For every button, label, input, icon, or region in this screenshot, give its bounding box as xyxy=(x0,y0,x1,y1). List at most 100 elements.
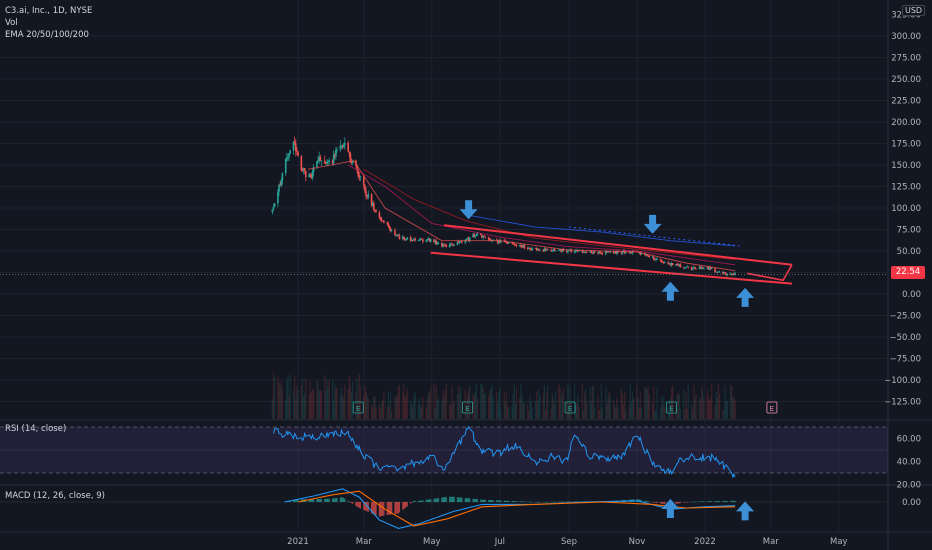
macd-histogram-bar xyxy=(663,502,665,504)
candle xyxy=(288,153,290,157)
volume-bar xyxy=(391,410,393,419)
macd-histogram-bar xyxy=(316,499,318,502)
macd-histogram-bar xyxy=(428,499,431,502)
volume-bar xyxy=(445,383,447,419)
candle xyxy=(561,249,564,252)
macd-histogram-bar xyxy=(473,498,475,502)
macd-histogram-bar xyxy=(364,502,366,511)
macd-histogram-bar xyxy=(482,499,484,502)
candle xyxy=(559,249,561,251)
volume-bar xyxy=(489,390,491,419)
volume-bar xyxy=(328,379,330,419)
volume-bar xyxy=(651,403,654,419)
ema-20-line xyxy=(307,160,736,272)
candle xyxy=(706,267,709,269)
volume-bar xyxy=(706,389,708,419)
candle xyxy=(620,252,623,254)
candle xyxy=(482,235,484,238)
macd-histogram-bar xyxy=(403,502,405,509)
candle xyxy=(426,239,429,241)
volume-bar xyxy=(699,399,702,419)
macd-histogram-bar xyxy=(296,499,298,502)
candle xyxy=(480,233,482,236)
candle xyxy=(693,267,695,269)
currency-badge[interactable]: USD xyxy=(902,5,926,16)
volume-bar xyxy=(717,383,719,419)
volume-bar xyxy=(499,388,501,419)
volume-bar xyxy=(528,410,530,419)
candle xyxy=(273,203,276,207)
candle xyxy=(496,240,499,243)
last-price-tag: 22.54 xyxy=(891,266,925,279)
candle xyxy=(661,261,664,263)
volume-bar xyxy=(325,390,327,419)
candle xyxy=(355,160,357,166)
candle xyxy=(599,251,601,254)
macd-histogram-bar xyxy=(561,501,563,503)
macd-histogram-bar xyxy=(435,498,437,502)
volume-bar xyxy=(468,387,470,419)
macd-histogram-bar xyxy=(656,502,658,503)
candle xyxy=(716,271,719,273)
candle xyxy=(515,244,518,246)
candle xyxy=(546,249,549,251)
candle xyxy=(734,273,736,275)
volume-bar xyxy=(464,388,466,419)
candle xyxy=(593,251,596,253)
candle xyxy=(362,176,365,186)
macd-histogram-bar xyxy=(308,499,310,502)
volume-bar xyxy=(305,377,307,419)
volume-bar xyxy=(466,394,469,419)
macd-histogram-bar xyxy=(325,498,327,502)
macd-histogram-bar xyxy=(340,497,343,502)
volume-bar xyxy=(442,390,444,419)
candle xyxy=(607,251,609,253)
volume-legend: Vol xyxy=(5,18,18,28)
volume-bar xyxy=(733,396,735,419)
macd-histogram-bar xyxy=(701,501,703,502)
volume-bar xyxy=(413,397,415,419)
macd-histogram-bar xyxy=(653,502,655,503)
rsi-band xyxy=(0,427,888,473)
volume-bar xyxy=(640,407,643,419)
macd-histogram-bar xyxy=(459,497,461,502)
volume-bar xyxy=(711,383,713,419)
macd-histogram-bar xyxy=(651,502,654,503)
volume-bar xyxy=(687,384,689,419)
macd-histogram-bar xyxy=(733,500,735,502)
volume-bar xyxy=(647,386,649,419)
candle xyxy=(670,263,673,266)
volume-bar xyxy=(381,402,383,419)
candle xyxy=(300,156,303,171)
macd-histogram-bar xyxy=(731,500,733,502)
volume-bar xyxy=(723,410,725,419)
volume-bar xyxy=(295,399,297,419)
volume-bar xyxy=(318,390,320,419)
macd-histogram-bar xyxy=(569,501,571,503)
macd-histogram-bar xyxy=(716,501,718,502)
volume-bar xyxy=(309,380,311,419)
volume-bar xyxy=(507,405,509,419)
macd-histogram-bar xyxy=(567,501,569,503)
macd-histogram-bar xyxy=(375,502,377,516)
candle xyxy=(606,251,608,253)
volume-bar xyxy=(364,385,366,419)
macd-histogram-bar xyxy=(426,499,428,502)
candle xyxy=(667,262,670,265)
volume-bar xyxy=(576,402,578,419)
volume-bar xyxy=(348,376,350,419)
candle xyxy=(698,266,701,269)
candle xyxy=(671,263,674,266)
volume-bar xyxy=(294,376,296,419)
candle xyxy=(558,249,560,251)
y-tick-label: −100.00 xyxy=(884,376,921,386)
volume-bar xyxy=(412,407,414,419)
macd-histogram-bar xyxy=(297,499,299,502)
x-tick-label: Mar xyxy=(356,537,373,547)
volume-bar xyxy=(326,379,328,419)
candle xyxy=(316,161,318,168)
candle xyxy=(366,196,368,198)
volume-bar xyxy=(639,391,641,419)
macd-histogram-bar xyxy=(358,502,360,508)
